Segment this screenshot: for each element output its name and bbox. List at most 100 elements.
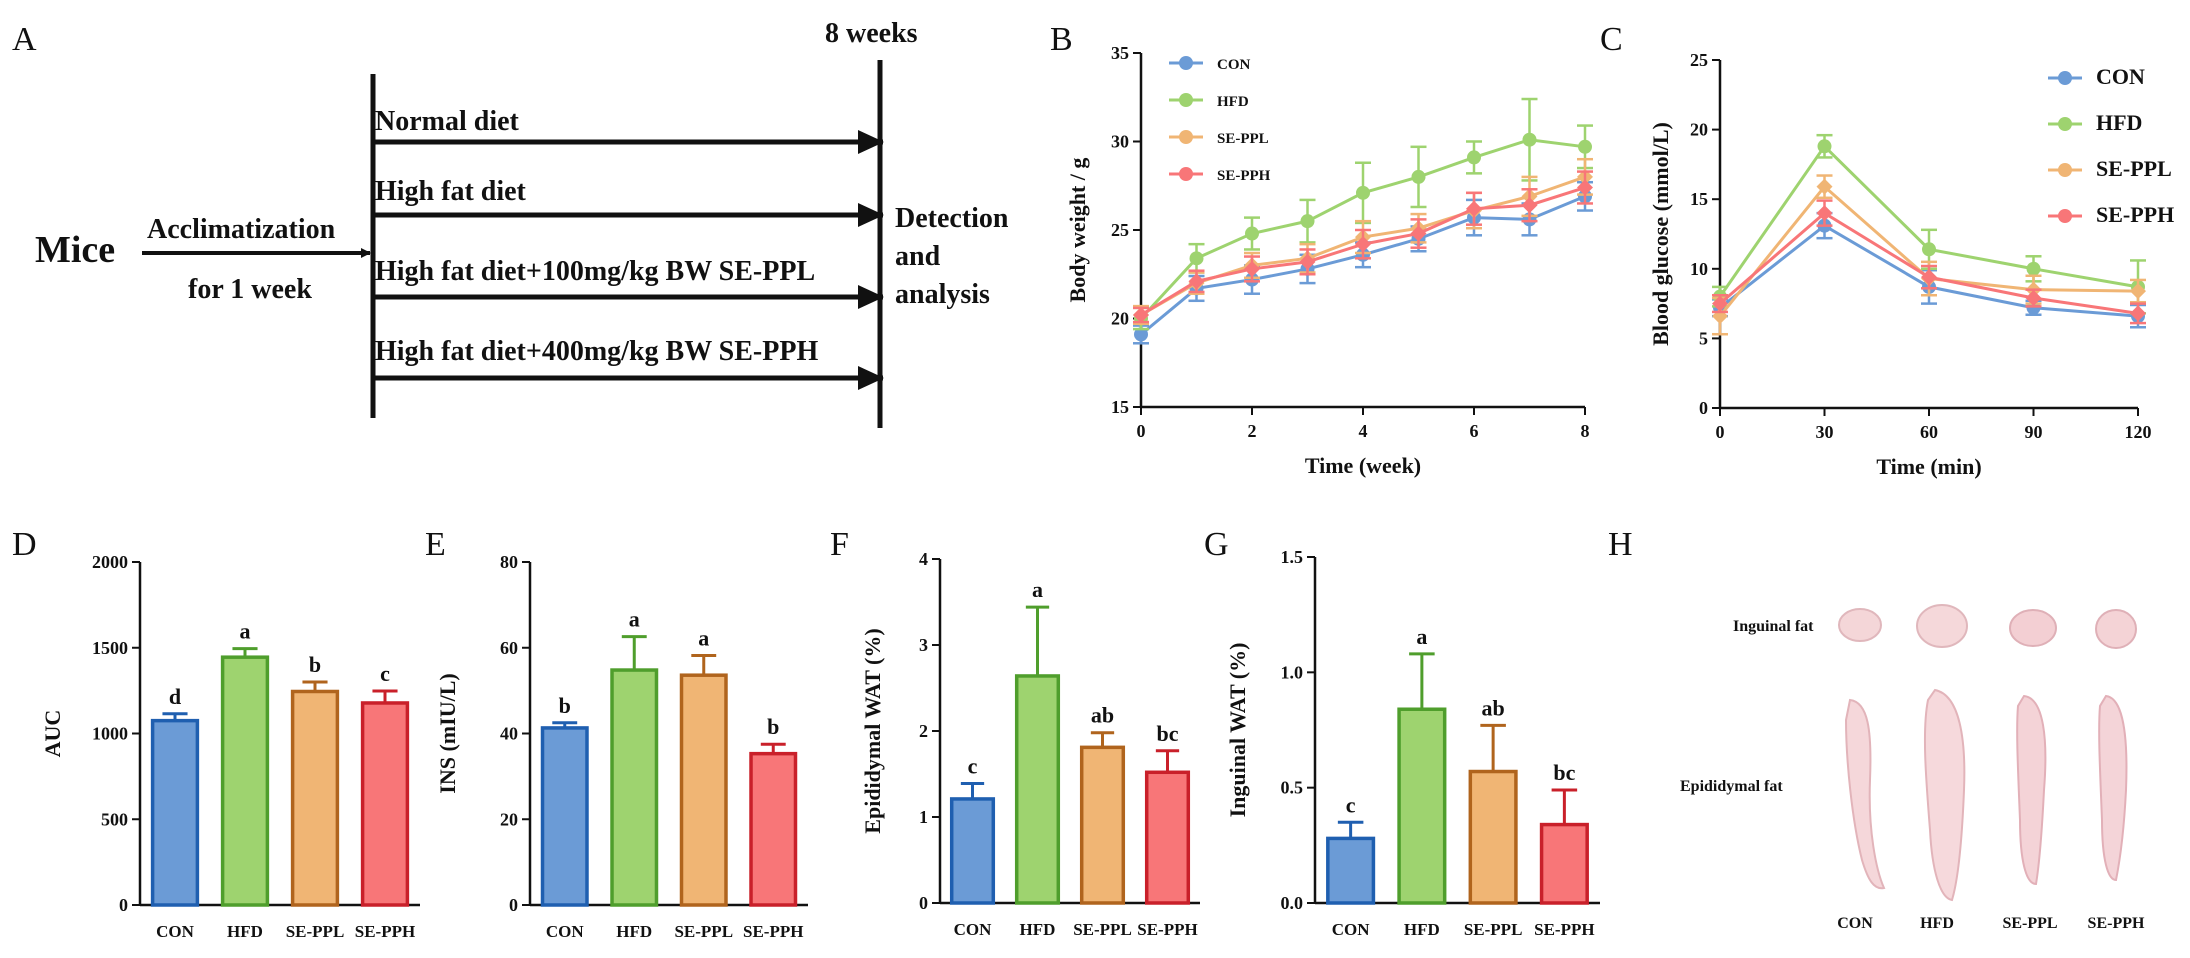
significance-letter: a	[1416, 624, 1427, 649]
significance-letter: d	[169, 684, 181, 709]
bar-group-hfd: a HFD	[220, 619, 270, 941]
legend-label-con: CON	[1217, 57, 1251, 73]
epididymal-fat-se-pph	[2098, 694, 2128, 882]
x-tick-label: 120	[2125, 422, 2152, 442]
legend-marker-con	[1179, 56, 1193, 70]
legend-marker-hfd	[2058, 117, 2072, 131]
significance-letter: ab	[1482, 695, 1505, 720]
x-tick-label: 60	[1920, 422, 1938, 442]
significance-letter: a	[240, 619, 251, 644]
x-tick-label: HFD	[1404, 920, 1440, 939]
significance-letter: c	[1346, 792, 1356, 817]
group-label-se-ppl: SE-PPL	[2002, 915, 2057, 932]
bar-hfd	[1014, 674, 1061, 905]
y-tick-label: 20	[1690, 120, 1708, 140]
bar-hfd	[610, 668, 659, 907]
y-tick-label: 0	[119, 895, 128, 915]
x-tick-label: HFD	[616, 922, 652, 941]
x-tick-label: 30	[1816, 422, 1834, 442]
x-tick-label: CON	[954, 920, 993, 939]
data-point	[2025, 290, 2042, 307]
chart-c: 0 5 10 15 20 25 C Blood glucose (mmol/L) 0 30 60 90…	[1600, 21, 2174, 479]
group-label-con: CON	[1837, 915, 1873, 932]
bar-group-con: b CON	[540, 693, 589, 941]
inguinal-fat-samples	[1838, 604, 2137, 649]
data-point	[1816, 178, 1833, 195]
chart-f: 0 1 2 3 4 F Epididymal WAT (%) c CON a HFD ab SE-PPL…	[830, 526, 1200, 939]
bar-hfd	[1397, 707, 1447, 905]
bar-hfd	[220, 655, 270, 907]
y-tick-label: 1.5	[1281, 547, 1304, 567]
y-tick-label: 30	[1111, 132, 1129, 152]
bar-group-se-ppl: b SE-PPL	[286, 652, 345, 941]
panel-letter-h: H	[1608, 526, 1633, 563]
bar-group-se-pph: bc SE-PPH	[1534, 760, 1594, 939]
y-axis-label: AUC	[40, 710, 65, 758]
bar-group-con: d CON	[150, 684, 200, 941]
detection-line-2: and	[895, 241, 941, 272]
x-tick-label: SE-PPH	[743, 922, 803, 941]
data-point	[1133, 306, 1149, 323]
bar-group-se-pph: bc SE-PPH	[1137, 721, 1197, 939]
panel-letter-b: B	[1050, 21, 1073, 58]
y-tick-label: 25	[1111, 220, 1129, 240]
legend: CON HFD SE-PPL SE-PPH	[1169, 56, 1271, 184]
bar-group-con: c CON	[949, 753, 996, 939]
y-tick-label: 500	[101, 809, 128, 829]
diet-label-normal: Normal diet	[375, 106, 520, 137]
data-point	[1188, 273, 1205, 290]
y-tick-label: 1000	[92, 724, 128, 744]
bar-group-hfd: a HFD	[1014, 577, 1061, 939]
bar-con	[949, 797, 996, 905]
y-axis-label: Epididymal WAT (%)	[860, 628, 885, 833]
x-tick-label: SE-PPH	[1534, 920, 1594, 939]
x-tick-label: CON	[546, 922, 585, 941]
data-point	[1577, 179, 1593, 196]
y-tick-label: 35	[1111, 43, 1129, 63]
acclimatization-label: Acclimatization	[147, 214, 336, 245]
significance-letter: ab	[1091, 703, 1114, 728]
data-point	[1467, 150, 1481, 165]
legend-label-se-ppl: SE-PPL	[2096, 156, 2172, 181]
y-tick-label: 10	[1690, 259, 1708, 279]
x-tick-label: 0	[1137, 421, 1146, 441]
x-tick-label: SE-PPL	[1464, 920, 1523, 939]
series-hfd	[1712, 133, 2146, 315]
x-tick-label: CON	[1332, 920, 1371, 939]
y-tick-label: 5	[1699, 328, 1708, 348]
x-tick-label: SE-PPH	[355, 922, 415, 941]
chart-e: 0 20 40 60 80 E INS (mIU/L) b CON a HFD a SE-PPL b SE-…	[425, 526, 808, 941]
legend-marker-se-ppl	[1179, 130, 1193, 144]
data-point	[1922, 242, 1936, 257]
row-label-inguinal: Inguinal fat	[1733, 618, 1814, 635]
y-axis-label: Body weight / g	[1065, 158, 1090, 303]
bar-group-hfd: a HFD	[1397, 624, 1447, 939]
x-tick-label: HFD	[227, 922, 263, 941]
bar-se-pph	[360, 701, 410, 907]
detection-line-3: analysis	[895, 279, 990, 310]
bar-se-ppl	[679, 673, 728, 907]
bar-se-ppl	[1468, 769, 1518, 905]
data-point	[1817, 139, 1832, 154]
panel-letter-a: A	[12, 21, 37, 58]
detection-line-1: Detection	[895, 203, 1009, 234]
data-point	[1578, 139, 1592, 154]
legend-label-se-ppl: SE-PPL	[1217, 131, 1269, 147]
bar-group-se-pph: c SE-PPH	[355, 661, 415, 941]
significance-letter: b	[309, 652, 321, 677]
bar-con	[150, 718, 200, 907]
y-tick-label: 15	[1111, 397, 1129, 417]
data-point	[1244, 260, 1260, 277]
data-point	[1189, 251, 1204, 266]
bar-group-hfd: a HFD	[610, 607, 659, 941]
legend-marker-se-ppl	[2058, 163, 2072, 177]
x-tick-label: SE-PPL	[1073, 920, 1132, 939]
x-tick-label: HFD	[1020, 920, 1056, 939]
y-tick-label: 0.5	[1281, 778, 1304, 798]
data-point	[1245, 226, 1259, 241]
x-axis-label: Time (min)	[1876, 454, 1981, 479]
bar-se-ppl	[290, 689, 340, 907]
x-tick-label: 0	[1716, 422, 1725, 442]
legend-label-hfd: HFD	[2096, 110, 2142, 135]
chart-b: 15 20 25 30 35 B Body weight / g 0 2 4 6 8 Time (wee…	[1050, 21, 1593, 478]
